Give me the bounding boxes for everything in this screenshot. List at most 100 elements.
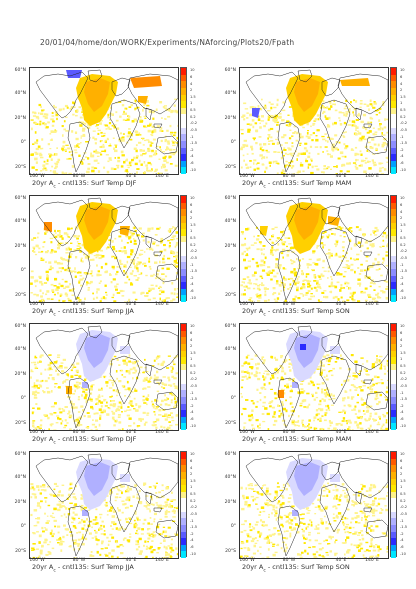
anomaly-stipple [258,241,262,243]
anomaly-stipple [354,166,357,168]
anomaly-stipple [266,556,270,558]
anomaly-stipple [244,520,247,523]
anomaly-stipple [31,166,35,169]
anomaly-stipple [271,355,274,359]
anomaly-stipple [115,273,118,276]
anomaly-stipple [164,403,168,406]
longitude-tick-label: 140°E [365,174,379,179]
anomaly-stipple [164,383,168,386]
anomaly-stipple [271,242,275,244]
coastline [145,235,153,249]
longitude-tick-label: 40°E [125,302,137,307]
anomaly-stipple [134,524,138,526]
anomaly-stipple [296,131,299,135]
anomaly-stipple [282,407,286,411]
anomaly-stipple [251,537,256,540]
anomaly-stipple [311,394,314,398]
anomaly-stipple [35,161,38,164]
anomaly-stipple [138,407,141,409]
anomaly-stipple [146,292,149,294]
anomaly-stipple [288,521,292,525]
anomaly-stipple [382,413,385,416]
caption-suffix: - cntl135: Surf Temp SON [265,307,350,315]
anomaly-stipple [343,113,346,117]
anomaly-stipple [358,138,362,142]
anomaly-stipple [139,120,143,123]
anomaly-stipple [287,385,289,387]
anomaly-stipple [328,107,331,111]
colorbar-label: -0.5 [400,255,408,260]
anomaly-stipple [111,256,113,259]
anomaly-stipple [343,528,346,531]
anomaly-stipple [286,120,290,123]
colorbar-swatch [181,363,186,371]
anomaly-stipple [352,501,356,503]
anomaly-stipple [97,395,101,399]
anomaly-stipple [311,393,314,396]
anomaly-stipple [120,165,124,168]
anomaly-stipple [111,245,115,249]
anomaly-stipple [360,399,364,401]
anomaly-stipple [42,486,46,488]
map-panel-6: 60°N 40°N 20°N 0° 20°S 160°W 80°W 40°E 140°E 20yr… [225,323,415,446]
anomaly-stipple [250,367,254,370]
anomaly-stipple [348,108,351,111]
anomaly-stipple [164,501,168,504]
anomaly-stipple [95,538,98,541]
anomaly-stipple [342,417,346,420]
anomaly-stipple [387,491,388,494]
anomaly-stipple [254,537,257,539]
anomaly-stipple [161,117,163,119]
anomaly-stipple [77,543,80,546]
anomaly-stipple [240,486,243,490]
anomaly-stipple [288,362,292,365]
anomaly-stipple [310,160,313,162]
anomaly-stipple [60,270,62,273]
anomaly-stipple [302,534,305,537]
anomaly-stipple [379,126,382,129]
anomaly-stipple [67,228,71,230]
anomaly-stipple [83,396,87,400]
anomaly-stipple [121,295,125,297]
anomaly-stipple [173,507,176,509]
anomaly-stipple [67,267,71,269]
anomaly-stipple [126,158,128,160]
anomaly-stipple [363,495,367,497]
anomaly-stipple [324,230,327,233]
anomaly-stipple [129,368,133,371]
anomaly-stipple [360,120,364,124]
colorbar-swatch [181,518,186,525]
anomaly-stipple [52,512,54,515]
anomaly-stipple [331,148,335,151]
anomaly-stipple [154,421,157,423]
anomaly-stipple [262,156,265,158]
anomaly-stipple [259,122,261,124]
anomaly-stipple [270,251,273,253]
regional-anomaly-patch [138,96,148,104]
anomaly-stipple [377,292,380,295]
anomaly-stipple [271,400,274,402]
anomaly-stipple [364,275,368,278]
colorbar-swatch [181,140,186,148]
colorbar-label: -10 [400,295,406,300]
anomaly-stipple [54,383,58,385]
anomaly-stipple [146,139,150,141]
anomaly-stipple [68,507,71,510]
anomaly-stipple [255,283,258,286]
anomaly-stipple [337,504,341,506]
anomaly-stipple [385,390,388,394]
anomaly-stipple [304,142,308,145]
anomaly-stipple [316,368,320,370]
anomaly-stipple [313,280,317,282]
anomaly-stipple [168,246,171,249]
anomaly-stipple [383,259,385,262]
anomaly-stipple [261,149,265,152]
anomaly-stipple [124,410,127,413]
anomaly-stipple [370,384,374,387]
anomaly-stipple [92,292,94,295]
anomaly-stipple [40,485,43,488]
anomaly-stipple [165,415,169,418]
anomaly-stipple [53,494,56,497]
anomaly-stipple [139,149,143,152]
anomaly-stipple [76,296,80,300]
